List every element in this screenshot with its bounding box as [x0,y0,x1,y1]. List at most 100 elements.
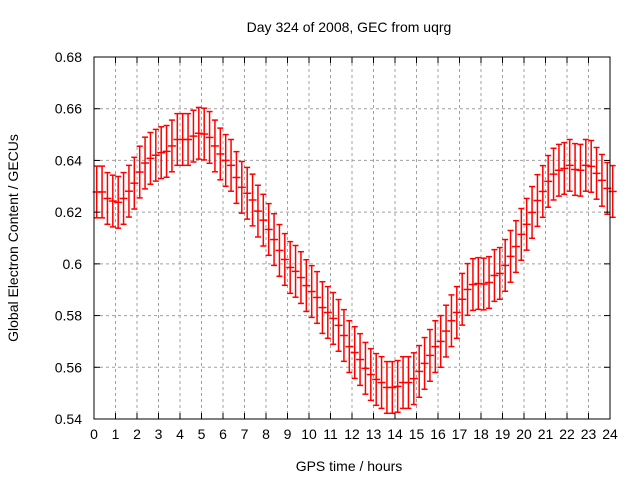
x-tick-label: 9 [284,426,292,442]
y-tick-label: 0.58 [55,308,82,324]
error-bar-point [313,270,322,325]
error-bar-point [189,109,198,163]
error-bar-point [361,341,370,395]
error-bar-point [571,142,580,197]
y-tick-label: 0.56 [55,359,82,375]
error-bar-point [167,119,176,173]
error-bar-point [135,145,144,199]
error-bar-point [146,131,155,185]
error-bar-point [318,280,327,335]
error-bar-point [479,257,488,311]
error-bar-point [232,150,241,205]
error-bar-point [458,272,467,326]
y-tick-label: 0.66 [55,101,82,117]
x-axis: 0 1 2 3 4 5 6 7 8 9 10 11 12 13 14 15 16 17 18 19 20 21 22 23 24 [90,57,618,442]
x-tick-label: 1 [112,426,120,442]
error-bar-point [576,143,585,197]
error-bar-point [409,352,418,406]
x-tick-label: 5 [198,426,206,442]
error-bar-point [264,202,273,257]
y-axis-label: Global Electron Content / GECUs [5,134,21,342]
y-axis: 0.54 0.56 0.58 0.6 0.62 0.64 0.66 0.68 [55,49,610,427]
error-bar-point [420,336,429,391]
error-bar-point [528,185,537,240]
y-tick-label: 0.62 [55,204,82,220]
error-bar-point [425,328,434,382]
x-tick-label: 23 [581,426,597,442]
error-bar-point [490,248,499,303]
error-bar-point [533,173,542,228]
chart-title: Day 324 of 2008, GEC from uqrg [247,19,452,35]
x-tick-label: 20 [516,426,532,442]
error-bar-point [501,238,510,293]
data-series [92,106,617,415]
error-bar-point [597,153,606,207]
error-bar-point [114,175,123,229]
error-bar-point [243,166,252,220]
error-bar-point [581,138,590,192]
error-bar-point [565,138,574,192]
error-bar-point [141,136,150,190]
error-bar-point [98,165,107,219]
y-tick-label: 0.68 [55,49,82,65]
error-bar-point [108,174,117,228]
x-tick-label: 6 [219,426,227,442]
error-bar-point [200,107,209,161]
error-bar-point [227,138,236,192]
error-bar-point [253,184,262,238]
error-bar-point [124,164,133,218]
x-tick-label: 10 [301,426,317,442]
error-bar-point [393,359,402,414]
x-tick-label: 0 [90,426,98,442]
error-bar-point [307,264,316,319]
error-bar-point [216,127,225,181]
x-tick-label: 12 [344,426,360,442]
error-bar-point [130,156,139,210]
error-bar-point [560,141,569,196]
x-tick-label: 16 [430,426,446,442]
x-tick-label: 18 [473,426,489,442]
x-tick-label: 7 [241,426,249,442]
error-bar-point [237,160,246,214]
error-bar-point [280,232,289,287]
error-bar-point [184,112,193,167]
error-bar-point [221,133,230,188]
error-bar-point [587,139,596,193]
error-bar-point [415,344,424,399]
error-bar-point [447,294,456,348]
x-tick-label: 17 [452,426,468,442]
error-bar-point [495,246,504,301]
x-tick-label: 3 [155,426,163,442]
error-bar-point [452,285,461,340]
x-tick-label: 2 [133,426,141,442]
error-bar-point [517,207,526,261]
error-bar-point [506,229,515,283]
error-bar-point [119,171,128,226]
x-tick-label: 22 [559,426,575,442]
error-bar-point [436,314,445,369]
grid [94,57,610,419]
error-bar-point [296,250,305,305]
error-bar-point [356,332,365,387]
error-bar-point [275,223,284,278]
error-bar-point [302,258,311,313]
error-bar-point [323,285,332,340]
x-tick-label: 14 [387,426,403,442]
error-bar-point [511,219,520,274]
error-bar-point [345,319,354,374]
error-bar-point [210,119,219,173]
error-bar-point [431,319,440,374]
error-bar-point [522,197,531,251]
error-bar-point [329,291,338,346]
x-tick-label: 24 [602,426,618,442]
error-bar-point [404,355,413,410]
error-bar-point [270,212,279,267]
error-bar-point [339,308,348,363]
error-bar-point [334,298,343,353]
error-bar-point [194,106,203,160]
x-tick-label: 4 [176,426,184,442]
x-tick-label: 8 [262,426,270,442]
error-bar-point [549,147,558,201]
error-bar-point [248,173,257,227]
